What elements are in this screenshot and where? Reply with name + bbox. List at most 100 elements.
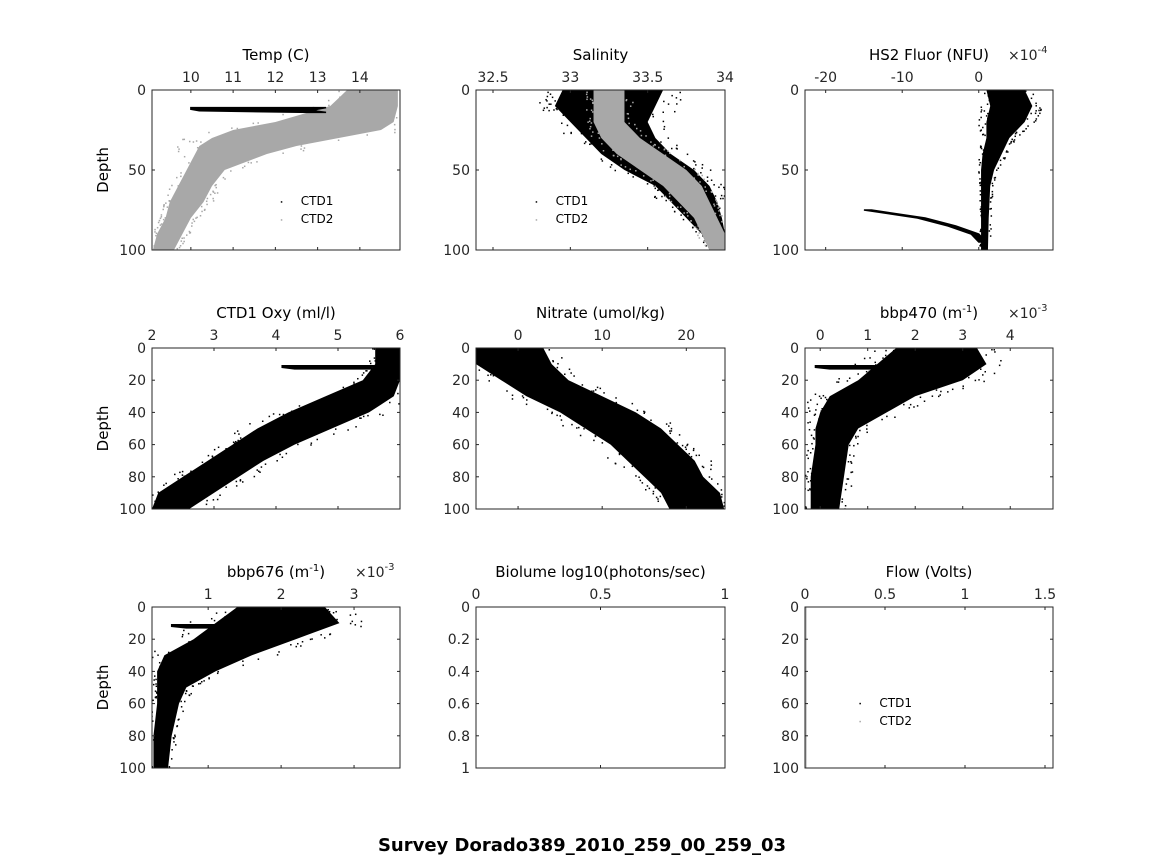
legend-marker	[280, 201, 283, 203]
series-ctd1-point	[552, 360, 555, 363]
series-ctd2-point	[683, 165, 685, 168]
series-ctd2-point	[236, 127, 239, 130]
series-ctd2-point	[635, 170, 637, 172]
series-ctd1-point	[1027, 125, 1029, 127]
series-ctd1-point	[174, 735, 176, 738]
series-ctd1-point	[187, 632, 190, 635]
series-ctd1-point	[980, 181, 983, 183]
series-ctd1-point	[631, 465, 634, 468]
y-tick-label: 0.8	[448, 729, 470, 745]
series-ctd1-point	[850, 462, 853, 464]
series-ctd2-point	[728, 234, 730, 236]
series-ctd1-point	[807, 457, 809, 460]
series-ctd1-point	[369, 360, 371, 362]
y-tick-label: 100	[119, 502, 146, 518]
series-ctd1-point	[980, 109, 983, 111]
series-ctd1-point	[686, 153, 689, 156]
series-ctd1-point	[372, 366, 374, 369]
series-ctd1-point	[291, 410, 293, 413]
subplot-title: bbp676 (m-1)	[227, 563, 325, 581]
series-ctd2-point	[188, 230, 191, 233]
legend-marker	[859, 702, 861, 705]
series-ctd1-point	[651, 113, 654, 116]
x-tick-label: 1	[961, 587, 970, 603]
series-ctd2-point	[177, 150, 180, 153]
series-ctd2-point	[303, 147, 306, 149]
series-ctd1-point	[980, 214, 982, 217]
series-ctd1-point	[652, 115, 655, 118]
series-ctd2-point	[697, 174, 699, 176]
series-ctd2-point	[634, 123, 636, 126]
series-ctd2-point	[337, 139, 340, 142]
series-ctd1-point	[916, 405, 919, 407]
series-ctd1-point	[233, 442, 236, 444]
series-ctd1-point	[181, 635, 184, 638]
series-ctd1-point	[710, 468, 712, 471]
series-ctd1-point	[203, 680, 205, 682]
series-ctd1-point	[591, 390, 593, 392]
series-ctd1-point	[682, 218, 685, 221]
series-ctd1-point	[184, 692, 187, 695]
series-ctd2-point	[247, 161, 250, 164]
series-ctd1-point	[675, 97, 678, 99]
series-ctd1-point	[272, 413, 275, 415]
series-ctd1-point	[989, 235, 992, 237]
series-ctd1-point	[806, 478, 808, 480]
series-ctd1-point	[402, 378, 404, 380]
series-ctd1-point	[723, 186, 725, 189]
series-ctd1-point	[721, 493, 723, 496]
series-ctd1-point	[663, 125, 666, 128]
series-ctd1-point	[354, 613, 357, 616]
series-ctd2-point	[167, 194, 169, 197]
x-tick-label: 0	[816, 328, 825, 344]
series-ctd1-point	[676, 148, 678, 150]
x-tick-label: 1	[721, 587, 730, 603]
series-ctd1-point	[167, 651, 170, 654]
series-ctd1-point	[995, 169, 998, 171]
series-ctd1-point	[217, 670, 219, 673]
series-ctd1-point	[405, 377, 407, 379]
series-ctd1-point	[579, 434, 582, 437]
series-ctd1-point	[978, 171, 980, 173]
series-ctd1-point	[650, 419, 652, 421]
series-ctd1-point	[816, 403, 819, 406]
series-ctd1-point	[1004, 157, 1006, 159]
series-ctd2-point	[212, 191, 215, 193]
series-ctd1-point	[360, 417, 362, 419]
exponent-base: ×10	[355, 565, 385, 581]
series-ctd2-point	[222, 176, 225, 179]
series-ctd2-point	[166, 206, 169, 208]
series-ctd1-point	[402, 388, 404, 390]
series-ctd2-point	[183, 240, 185, 243]
series-ctd1-point	[733, 507, 735, 509]
series-ctd1-point	[188, 694, 191, 696]
series-ctd1-point	[224, 611, 227, 614]
x-tick-label: 5	[334, 328, 343, 344]
y-tick-label: 100	[772, 502, 799, 518]
series-ctd1-point	[991, 348, 993, 351]
series-ctd1-point	[980, 215, 983, 218]
series-ctd2-point	[282, 113, 284, 116]
series-ctd1-point	[1024, 90, 1027, 93]
series-ctd1-point	[857, 373, 859, 375]
series-ctd1-point	[152, 656, 154, 659]
y-axis-label: Depth	[94, 406, 112, 452]
series-ctd1-point	[1037, 115, 1040, 117]
series-ctd2-point	[160, 216, 163, 218]
series-ctd1-point	[242, 481, 244, 483]
series-ctd1-point	[807, 481, 810, 483]
series-ctd2-point	[230, 170, 232, 172]
series-ctd1-point	[578, 426, 580, 429]
series-ctd1-point	[822, 394, 825, 397]
series-ctd1-point	[657, 500, 660, 503]
series-ctd2-point	[640, 134, 643, 137]
y-axis-label: Depth	[94, 147, 112, 193]
series-ctd1-point	[990, 207, 992, 210]
series-ctd2-point	[704, 186, 706, 188]
series-ctd2-point	[200, 205, 203, 208]
series-ctd1-point	[623, 466, 625, 468]
series-ctd1-point	[570, 132, 572, 135]
series-ctd1-point	[185, 689, 188, 692]
series-ctd2-point	[203, 209, 206, 211]
